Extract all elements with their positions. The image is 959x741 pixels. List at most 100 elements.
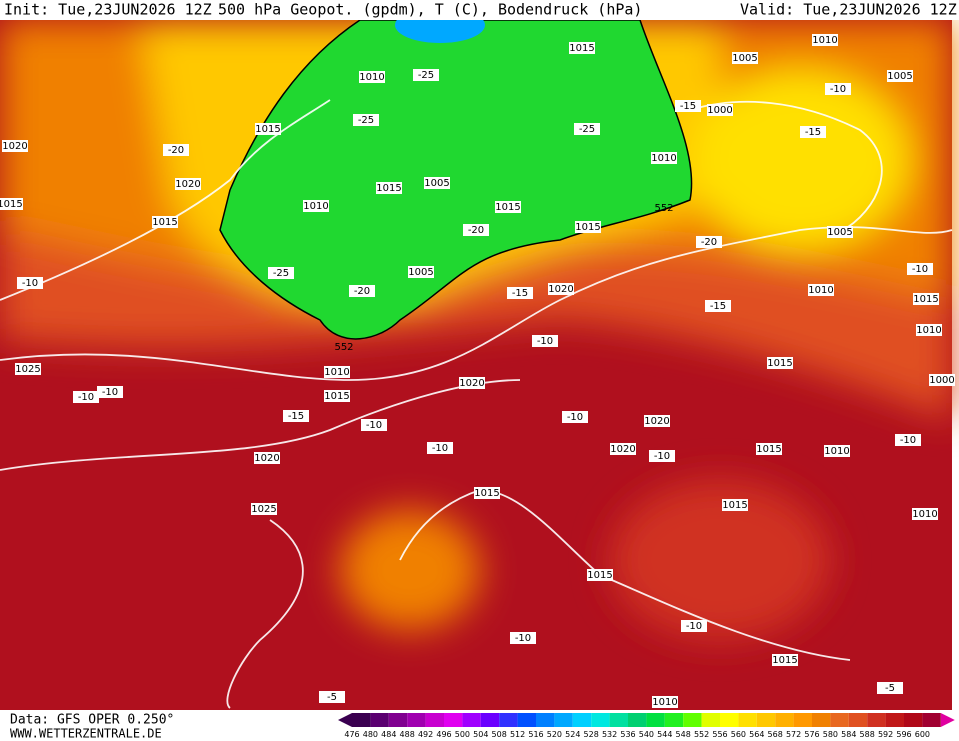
- colorbar-swatch: [904, 713, 923, 727]
- isobar-label: 1015: [495, 202, 520, 213]
- isobar-label-box: [587, 569, 613, 581]
- colorbar-swatch: [425, 713, 444, 727]
- isobar-label-box: [732, 52, 758, 64]
- isobar-label-box: [175, 178, 201, 190]
- isobar-label: 1005: [827, 227, 852, 238]
- temperature-label-box: [73, 391, 99, 403]
- colorbar-label: 592: [878, 730, 893, 739]
- colorbar-label: 588: [860, 730, 875, 739]
- colorbar-swatch: [701, 713, 720, 727]
- colorbar-swatch: [462, 713, 481, 727]
- colorbar-swatch: [812, 713, 831, 727]
- temperature-label-box: [97, 386, 123, 398]
- colorbar-label: 596: [896, 730, 911, 739]
- temperature-label-box: [675, 100, 701, 112]
- isobar-label: 1015: [474, 488, 499, 499]
- isobar-label: 1020: [644, 416, 669, 427]
- isobar-label-box: [652, 696, 678, 708]
- temperature-label: -10: [22, 278, 38, 289]
- isobar-label-box: [376, 182, 402, 194]
- colorbar-swatch: [388, 713, 408, 727]
- temperature-label: -10: [537, 336, 553, 347]
- header-bar: [0, 0, 959, 20]
- temperature-label: -10: [686, 621, 702, 632]
- temperature-label-box: [705, 300, 731, 312]
- temperature-label-box: [463, 224, 489, 236]
- isobar-label: 1015: [152, 217, 177, 228]
- colorbar-label: 552: [694, 730, 709, 739]
- temperature-label: -10: [102, 387, 118, 398]
- temperature-label-box: [361, 419, 387, 431]
- temperature-label-box: [681, 620, 707, 632]
- temperature-label: -20: [701, 237, 717, 248]
- temperature-label: -10: [366, 420, 382, 431]
- colorbar-label: 580: [823, 730, 838, 739]
- isobar-label-box: [548, 283, 574, 295]
- colorbar-swatch: [480, 713, 500, 727]
- colorbar-swatch: [517, 713, 536, 727]
- site: WWW.WETTERZENTRALE.DE: [10, 727, 162, 741]
- colorbar-label: 560: [731, 730, 746, 739]
- temperature-label: -10: [654, 451, 670, 462]
- colorbar-label: 564: [749, 730, 764, 739]
- isobar-label: 1005: [408, 267, 433, 278]
- isobar-label-box: [722, 499, 748, 511]
- init-time: Init: Tue,23JUN2026 12Z: [4, 1, 212, 19]
- colorbar-swatch: [922, 713, 941, 727]
- isobar-label: 1025: [251, 504, 276, 515]
- temperature-label-box: [427, 442, 453, 454]
- isobar-label: 1015: [767, 358, 792, 369]
- colorbar-swatch: [793, 713, 812, 727]
- temperature-label-box: [510, 632, 536, 644]
- colorbar-swatch: [720, 713, 739, 727]
- colorbar-end: [940, 713, 955, 727]
- colorbar-label: 556: [712, 730, 727, 739]
- data-source: Data: GFS OPER 0.250°: [10, 713, 174, 728]
- isobar-label-box: [651, 152, 677, 164]
- temperature-label-box: [507, 287, 533, 299]
- colorbar-swatch: [738, 713, 757, 727]
- height-label: 552: [654, 203, 673, 214]
- isobar-label: 1000: [707, 105, 732, 116]
- colorbar-swatch: [756, 713, 776, 727]
- colorbar-label: 536: [620, 730, 635, 739]
- isobar-label: 1010: [808, 285, 833, 296]
- colorbar-swatch: [609, 713, 628, 727]
- colorbar-label: 520: [547, 730, 562, 739]
- isobar-label: 1015: [255, 124, 280, 135]
- isobar-label: 1015: [756, 444, 781, 455]
- colorbar-label: 508: [492, 730, 507, 739]
- isobar-label: 1020: [2, 141, 27, 152]
- temperature-label: -25: [358, 115, 374, 126]
- isobar-label-box: [772, 654, 798, 666]
- temperature-label: -5: [327, 692, 337, 703]
- isobar-label-box: [2, 140, 28, 152]
- temperature-label-box: [17, 277, 43, 289]
- colorbar-swatch: [370, 713, 389, 727]
- colorbar-label: 572: [786, 730, 801, 739]
- colorbar-label: 568: [768, 730, 783, 739]
- colorbar-label: 528: [584, 730, 599, 739]
- map: [0, 7, 953, 710]
- colorbar-label: 480: [363, 730, 378, 739]
- temperature-label: -15: [288, 411, 304, 422]
- colorbar-swatch: [407, 713, 426, 727]
- temperature-label: -25: [579, 124, 595, 135]
- colorbar-swatch: [848, 713, 868, 727]
- temperature-label-box: [800, 126, 826, 138]
- colorbar-swatch: [444, 713, 463, 727]
- isobar-label-box: [767, 357, 793, 369]
- isobar-label: 1015: [722, 500, 747, 511]
- colorbar-label: 476: [344, 730, 359, 739]
- colorbar-swatch: [646, 713, 665, 727]
- isobar-label-box: [808, 284, 834, 296]
- isobar-label: 1015: [0, 199, 23, 210]
- colorbar-swatch: [683, 713, 702, 727]
- colorbar-swatch: [830, 713, 849, 727]
- colorbar-label: 504: [473, 730, 488, 739]
- colorbar-swatch: [664, 713, 684, 727]
- temperature-label: -15: [710, 301, 726, 312]
- temperature-label: -20: [168, 145, 184, 156]
- colorbar-label: 544: [657, 730, 672, 739]
- isobar-label: 1005: [424, 178, 449, 189]
